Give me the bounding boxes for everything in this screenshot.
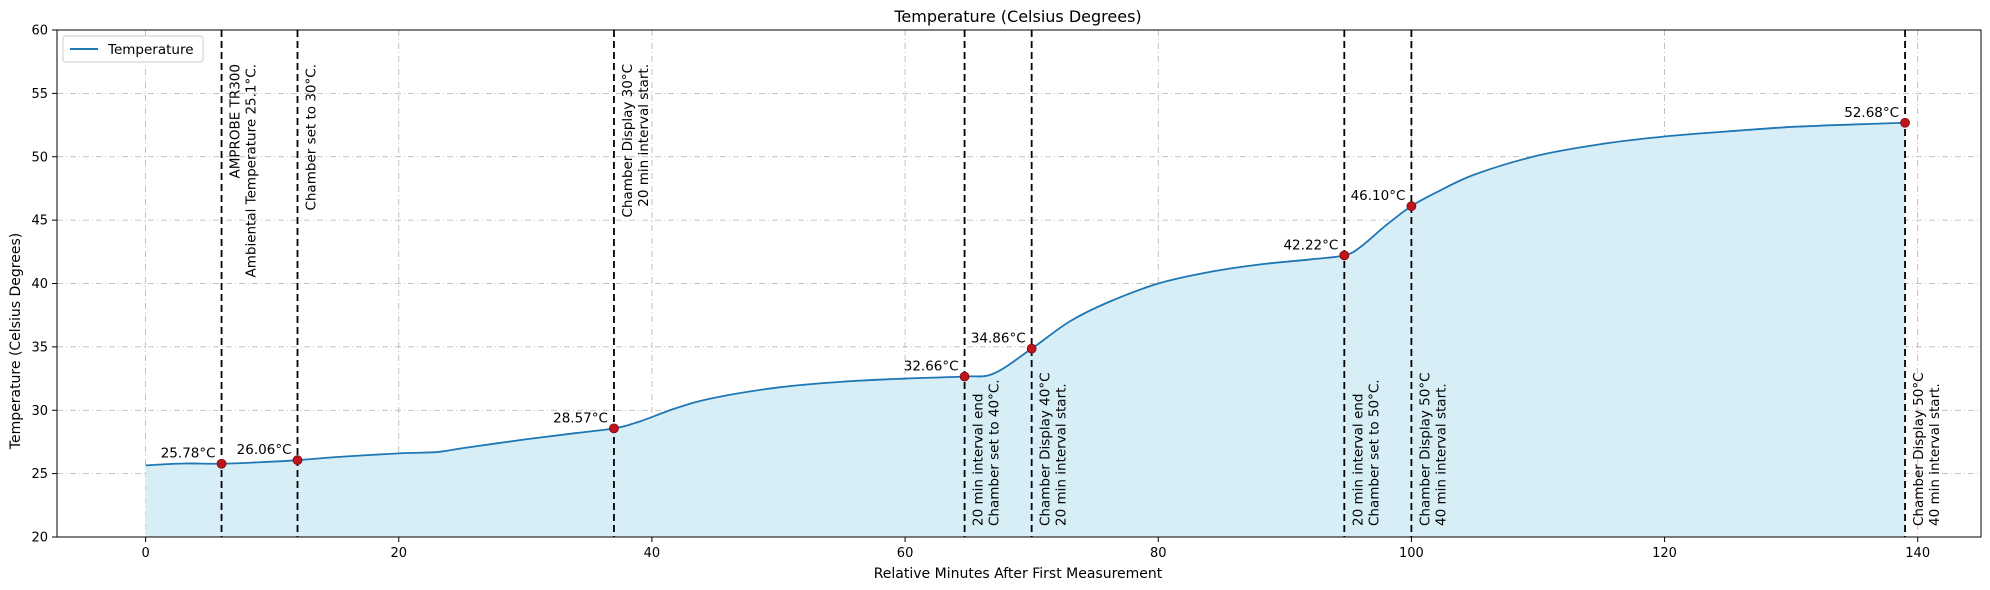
x-tick-label: 20 <box>390 546 407 561</box>
event-label: 20 min interval end <box>971 394 987 526</box>
series-line-temperature <box>145 121 1906 467</box>
y-tick-label: 45 <box>31 214 48 229</box>
event-label: Chamber Display 30°C <box>620 64 636 218</box>
event-label: Chamber set to 50°C. <box>1366 379 1382 526</box>
data-point-label: 42.22°C <box>1283 237 1338 253</box>
legend-box <box>62 35 204 63</box>
y-tick-label: 60 <box>31 24 48 39</box>
event-label: AMPROBE TR300 <box>228 64 244 179</box>
chart-title: Temperature (Celsius Degrees) <box>893 7 1141 26</box>
x-tick-label: 140 <box>1905 546 1930 561</box>
event-label: 20 min interval end <box>1350 394 1366 526</box>
x-tick-label: 120 <box>1652 546 1677 561</box>
event-label: Chamber Display 40°C <box>1038 372 1054 526</box>
area-fill-layer <box>145 122 1906 537</box>
series-line-layer <box>145 121 1906 467</box>
x-tick-label: 60 <box>897 546 914 561</box>
data-point-label: 26.06°C <box>237 442 292 458</box>
y-tick-label: 50 <box>31 150 48 165</box>
event-label: 20 min interval start. <box>636 64 652 207</box>
data-point-label: 52.68°C <box>1844 105 1899 121</box>
data-point-marker <box>292 455 303 466</box>
data-point-label: 46.10°C <box>1351 188 1406 204</box>
y-tick-label: 40 <box>31 277 48 292</box>
event-label: 40 min interval start. <box>1433 383 1449 526</box>
x-tick-label: 0 <box>141 546 149 561</box>
x-tick-label: 100 <box>1399 546 1424 561</box>
data-point-marker <box>1026 343 1037 354</box>
data-point-marker <box>1339 250 1350 261</box>
event-label: Chamber set to 40°C. <box>987 379 1003 526</box>
legend: Temperature <box>62 35 204 63</box>
event-label: 40 min interval start. <box>1927 383 1943 526</box>
data-point-marker <box>959 371 970 382</box>
data-points: 25.78°C 26.06°C 28.57°C 32.66°C 34.86°C 42.22… <box>161 105 1910 469</box>
data-point-label: 28.57°C <box>553 410 608 426</box>
data-point-label: 32.66°C <box>904 359 959 375</box>
y-axis-label: Temperature (Celsius Degrees) <box>8 233 24 450</box>
data-point-marker <box>216 458 227 469</box>
data-point-marker <box>1406 201 1417 212</box>
event-label: 20 min interval start. <box>1054 383 1070 526</box>
legend-label-temperature: Temperature <box>107 42 194 58</box>
event-lines: AMPROBE TR300 Ambiental Temperature 25.1°… <box>220 30 1943 537</box>
data-point-marker <box>1900 117 1910 128</box>
x-axis-label: Relative Minutes After First Measurement <box>874 566 1163 582</box>
y-tick-label: 55 <box>31 87 48 102</box>
y-tick-label: 35 <box>31 340 48 355</box>
event-label: Chamber Display 50°C <box>1911 372 1927 526</box>
y-tick-label: 25 <box>31 467 48 482</box>
event-label: Chamber set to 30°C. <box>304 64 320 211</box>
event-label: Chamber Display 50°C <box>1417 372 1433 526</box>
area-fill <box>145 122 1906 537</box>
x-tick-label: 80 <box>1150 546 1167 561</box>
event-label: Ambiental Temperature 25.1°C. <box>244 64 260 278</box>
x-tick-label: 40 <box>644 546 661 561</box>
data-point-label: 34.86°C <box>971 331 1026 347</box>
y-tick-label: 30 <box>31 404 48 419</box>
plot-frame <box>56 29 1982 538</box>
data-point-marker <box>609 423 619 434</box>
axis-ticks: 0 20 40 60 80 100 120 140 20 25 30 35 40 45 50 55 60 <box>31 24 1930 562</box>
data-point-label: 25.78°C <box>161 446 216 462</box>
y-tick-label: 20 <box>31 531 48 546</box>
